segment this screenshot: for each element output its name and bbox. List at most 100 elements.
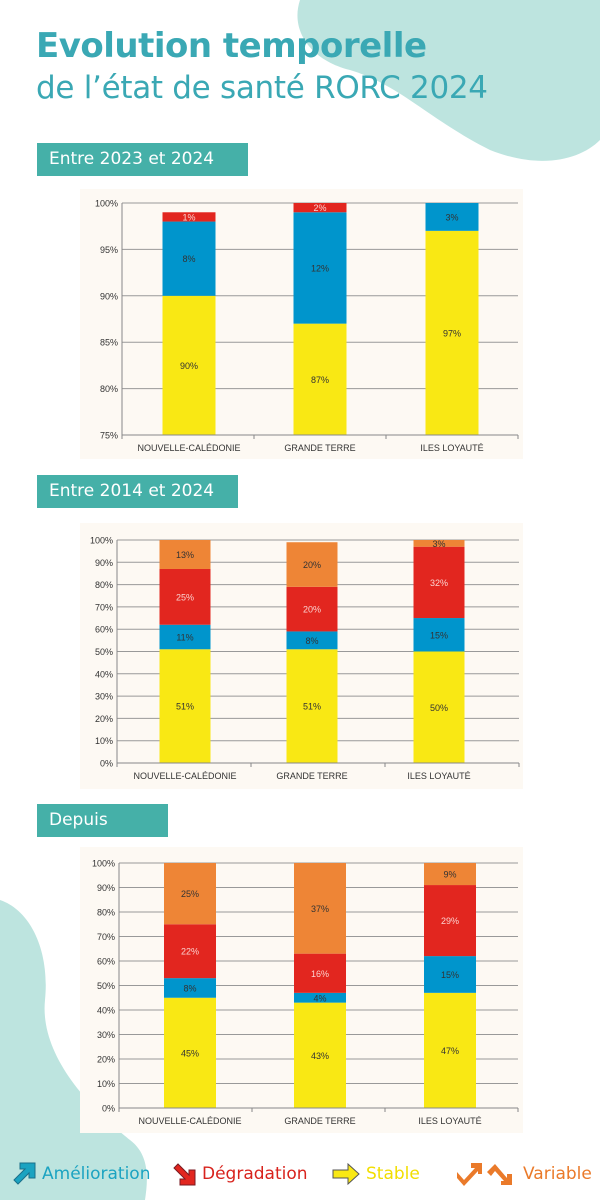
data-label-stable: 51% xyxy=(303,702,321,712)
y-tick-label: 80% xyxy=(95,580,113,590)
bar-segment-stable xyxy=(424,992,476,1108)
bar-segment-amelioration xyxy=(294,992,346,1003)
data-label-variable: 25% xyxy=(181,889,199,899)
arrow-right-icon xyxy=(332,1162,360,1186)
y-tick-label: 85% xyxy=(100,338,118,348)
legend-label-stable: Stable xyxy=(366,1164,420,1184)
bar-segment-stable xyxy=(294,1002,346,1108)
y-tick-label: 90% xyxy=(95,558,113,568)
y-tick-label: 10% xyxy=(95,736,113,746)
y-tick-label: 80% xyxy=(97,908,115,918)
data-label-amelioration: 8% xyxy=(182,254,195,264)
data-label-variable: 13% xyxy=(176,550,194,560)
bar-segment-degradation xyxy=(286,586,338,632)
legend-label-variable: Variable xyxy=(523,1164,592,1184)
data-label-stable: 90% xyxy=(180,361,198,371)
bar-segment-degradation xyxy=(293,203,347,213)
bar-segment-degradation xyxy=(162,212,216,222)
x-category-label: NOUVELLE-CALÉDONIE xyxy=(138,1116,241,1126)
bar-segment-stable xyxy=(162,295,216,435)
chart-panel-depuis-1998: 0% 10% 20% 30% 40% 50% 60% 70% 80% 90% 100% NOUVELL… xyxy=(80,847,523,1133)
y-tick-label: 40% xyxy=(97,1006,115,1016)
data-label-stable: 50% xyxy=(430,703,448,713)
data-label-stable: 51% xyxy=(176,702,194,712)
y-tick-label: 75% xyxy=(100,431,118,441)
x-category-label: GRANDE TERRE xyxy=(276,771,347,781)
data-label-degradation: 16% xyxy=(311,969,329,979)
bar-segment-amelioration xyxy=(293,212,347,324)
bar-segment-amelioration xyxy=(159,624,211,650)
y-tick-label: 30% xyxy=(97,1030,115,1040)
legend-stable: Stable xyxy=(330,1158,420,1190)
bar-segment-variable xyxy=(159,540,211,569)
y-tick-label: 90% xyxy=(100,291,118,301)
data-label-variable: 9% xyxy=(443,870,456,880)
bar-segment-stable xyxy=(293,323,347,435)
bar-segment-variable xyxy=(413,540,465,547)
y-tick-label: 0% xyxy=(100,759,113,769)
x-category-label: ILES LOYAUTÉ xyxy=(418,1116,481,1126)
bar-segment-variable xyxy=(424,863,476,886)
legend-amelioration: Amélioration xyxy=(10,1158,150,1190)
data-label-amelioration: 8% xyxy=(305,636,318,646)
data-label-amelioration: 3% xyxy=(445,212,458,222)
x-category-label: GRANDE TERRE xyxy=(284,1116,355,1126)
data-label-amelioration: 8% xyxy=(183,983,196,993)
data-label-degradation: 2% xyxy=(313,203,326,213)
bar-segment-degradation xyxy=(164,924,216,979)
chart-2023-2024: 75% 80% 85% 90% 95% 100% NOUVELLE-CALÉDONIE 90%… xyxy=(95,199,519,453)
section-label-2023-2024: Entre 2023 et 2024 xyxy=(37,143,248,176)
bar-segment-amelioration xyxy=(164,978,216,998)
data-label-variable: 3% xyxy=(432,539,445,549)
bar-segment-degradation xyxy=(424,885,476,957)
bar-segment-stable xyxy=(413,651,465,763)
y-tick-label: 90% xyxy=(97,883,115,893)
data-label-amelioration: 11% xyxy=(176,633,193,643)
page-title: Evolution temporelle xyxy=(36,26,427,66)
bar-segment-variable xyxy=(164,863,216,925)
y-tick-label: 70% xyxy=(97,932,115,942)
data-label-variable: 37% xyxy=(311,904,329,914)
data-label-degradation: 25% xyxy=(176,592,194,602)
x-category-label: NOUVELLE-CALÉDONIE xyxy=(137,443,240,453)
data-label-amelioration: 15% xyxy=(441,970,459,980)
bar-segment-stable xyxy=(286,649,338,763)
x-category-label: NOUVELLE-CALÉDONIE xyxy=(133,771,236,781)
data-label-degradation: 22% xyxy=(181,947,199,957)
y-tick-label: 40% xyxy=(95,669,113,679)
chart-panel-2014-2024: 0% 10% 20% 30% 40% 50% 60% 70% 80% 90% 100% NOUVELL… xyxy=(80,523,523,789)
y-tick-label: 60% xyxy=(97,957,115,967)
y-tick-label: 0% xyxy=(102,1104,115,1114)
arrow-down-right-icon xyxy=(173,1163,196,1186)
y-tick-label: 95% xyxy=(100,245,118,255)
arrows-up-down-icon xyxy=(457,1163,512,1186)
y-tick-label: 100% xyxy=(90,536,113,546)
legend-label-amelioration: Amélioration xyxy=(42,1164,151,1184)
chart-2014-2024: 0% 10% 20% 30% 40% 50% 60% 70% 80% 90% 100% NOUVELL… xyxy=(90,536,520,781)
y-tick-label: 50% xyxy=(95,647,113,657)
bar-segment-degradation xyxy=(159,568,211,625)
arrow-up-right-icon xyxy=(13,1162,36,1185)
background-blob-top-right xyxy=(297,0,600,161)
data-label-degradation: 20% xyxy=(303,605,321,615)
data-label-stable: 43% xyxy=(311,1051,329,1061)
bar-segment-amelioration xyxy=(424,956,476,993)
bar-segment-degradation xyxy=(294,953,346,993)
data-label-stable: 87% xyxy=(311,375,329,385)
data-label-stable: 47% xyxy=(441,1046,459,1056)
bar-segment-amelioration xyxy=(425,203,479,231)
data-label-amelioration: 15% xyxy=(430,630,448,640)
y-tick-label: 20% xyxy=(95,714,113,724)
x-category-label: ILES LOYAUTÉ xyxy=(420,443,483,453)
data-label-amelioration: 4% xyxy=(313,993,326,1003)
page-subtitle: de l’état de santé RORC 2024 xyxy=(36,70,488,106)
y-tick-label: 100% xyxy=(95,199,118,209)
legend-degradation: Dégradation xyxy=(170,1158,308,1190)
data-label-variable: 20% xyxy=(303,560,321,570)
bar-segment-amelioration xyxy=(413,618,465,652)
y-tick-label: 60% xyxy=(95,625,113,635)
y-tick-label: 10% xyxy=(97,1079,115,1089)
legend-variable: Variable xyxy=(455,1158,592,1190)
bar-segment-stable xyxy=(164,997,216,1108)
bar-segment-degradation xyxy=(413,546,465,619)
